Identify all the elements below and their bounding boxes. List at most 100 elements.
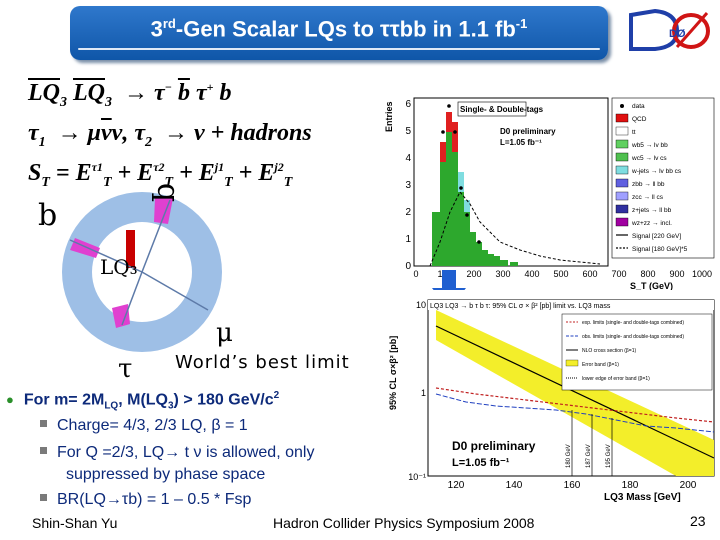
svg-text:2: 2 bbox=[405, 207, 411, 218]
sub-bullet-charge: Charge= 4/3, 2/3 LQ, β = 1 bbox=[40, 417, 248, 435]
svg-text:200: 200 bbox=[466, 269, 481, 279]
svg-text:wc5 → lv cs: wc5 → lv cs bbox=[631, 155, 667, 162]
detector-diagram bbox=[62, 192, 222, 352]
svg-text:120: 120 bbox=[448, 480, 465, 491]
svg-text:600: 600 bbox=[582, 269, 597, 279]
plot1-data-points bbox=[441, 104, 481, 244]
error-band bbox=[436, 310, 714, 476]
plot2-prelim: D0 preliminary bbox=[452, 439, 536, 453]
plot1-legend bbox=[611, 97, 715, 259]
bullet-dot-icon: ● bbox=[6, 392, 14, 408]
equation-lq-decay: LQ3 LQ3 → τ− b τ+ b bbox=[28, 80, 232, 110]
equation-st: ST = Eτ1T + Eτ2T + Ej1T + Ej2T bbox=[28, 160, 293, 190]
svg-text:4: 4 bbox=[405, 153, 411, 164]
svg-text:10: 10 bbox=[416, 300, 426, 310]
banner-underline bbox=[78, 48, 600, 50]
svg-text:tt: tt bbox=[632, 129, 636, 136]
svg-text:wb5 → lv bb: wb5 → lv bb bbox=[631, 142, 668, 149]
svg-text:lower edge of error band (β=1): lower edge of error band (β=1) bbox=[582, 376, 650, 382]
sub-bullet-q23: For Q =2/3, LQ→ t ν is allowed, only bbox=[40, 444, 314, 462]
svg-text:180: 180 bbox=[622, 480, 639, 491]
svg-text:500: 500 bbox=[553, 269, 568, 279]
svg-text:160: 160 bbox=[564, 480, 581, 491]
footer-author: Shin-Shan Yu bbox=[32, 515, 118, 531]
svg-text:6: 6 bbox=[405, 99, 411, 110]
nlo-curve bbox=[435, 325, 715, 459]
svg-text:QCD: QCD bbox=[632, 116, 647, 123]
plot1-xlabel: S_T (GeV) bbox=[630, 281, 673, 291]
svg-text:300: 300 bbox=[495, 269, 510, 279]
svg-text:0: 0 bbox=[413, 269, 418, 279]
svg-text:Signal [180 GeV]*5: Signal [180 GeV]*5 bbox=[632, 246, 688, 253]
svg-text:900: 900 bbox=[669, 269, 684, 279]
svg-text:195 GeV: 195 GeV bbox=[606, 444, 612, 468]
svg-text:zcc → ll cs: zcc → ll cs bbox=[632, 194, 664, 201]
label-q: q bbox=[150, 182, 186, 203]
svg-text:zbb → ll bb: zbb → ll bb bbox=[632, 181, 665, 188]
svg-text:3: 3 bbox=[405, 180, 411, 191]
tau-deposit bbox=[112, 304, 130, 328]
world-best-limit-text: World’s best limit bbox=[175, 352, 350, 373]
svg-text:w-jets → lv bb cs: w-jets → lv bb cs bbox=[631, 168, 682, 175]
label-lq3: LQ₃ bbox=[100, 255, 138, 279]
st-distribution-plot: Entries 0 1 2 3 4 5 6 Single- & Double-t bbox=[380, 92, 716, 292]
label-b: b bbox=[38, 198, 58, 233]
plot1-legend-entries: data QCD tt wb5 → lv bb wc5 → lv cs w-je… bbox=[615, 103, 688, 253]
limit-plot: 95% CL σ×β² [pb] 10 1 10⁻¹ 180 GeV 187 G… bbox=[376, 290, 720, 502]
plot2-ylabel: 95% CL σ×β² [pb] bbox=[388, 336, 398, 410]
svg-text:180 GeV: 180 GeV bbox=[566, 444, 572, 468]
square-bullet-icon bbox=[40, 447, 47, 455]
plot1-prelim: D0 preliminary bbox=[500, 127, 556, 136]
svg-text:800: 800 bbox=[640, 269, 655, 279]
plot2-legend bbox=[561, 313, 713, 391]
svg-text:z+jets → ll bb: z+jets → ll bb bbox=[632, 207, 672, 214]
svg-text:700: 700 bbox=[611, 269, 626, 279]
svg-text:10⁻¹: 10⁻¹ bbox=[408, 472, 426, 482]
svg-text:187 GeV: 187 GeV bbox=[586, 444, 592, 468]
svg-text:140: 140 bbox=[506, 480, 523, 491]
plot2-y-ticks: 10 1 10⁻¹ bbox=[408, 300, 426, 482]
plot2-x-ticks: 120 140 160 180 200 bbox=[448, 480, 697, 491]
svg-text:wz+zz → incl.: wz+zz → incl. bbox=[631, 220, 672, 227]
plot2-title: LQ3 LQ3 → b τ b τ: 95% CL σ × β² [pb] li… bbox=[430, 303, 611, 310]
main-bullet: ● For m= 2MLQ, M(LQ3) > 180 GeV/c2 bbox=[6, 390, 280, 412]
square-bullet-icon bbox=[40, 494, 47, 502]
svg-text:data: data bbox=[632, 103, 645, 110]
svg-text:1: 1 bbox=[405, 234, 411, 245]
plot1-ylabel: Entries bbox=[384, 101, 394, 132]
svg-text:NLO cross section (β=1): NLO cross section (β=1) bbox=[582, 348, 636, 354]
logo-text: DØ bbox=[669, 28, 686, 40]
plot1-lumi: L=1.05 fb⁻¹ bbox=[500, 138, 542, 147]
plot2-legend-entries: exp. limits (single- and double-tags com… bbox=[565, 320, 684, 382]
title-banner bbox=[70, 6, 608, 60]
svg-text:5: 5 bbox=[405, 126, 411, 137]
slide-title: 3rd-Gen Scalar LQs to ττbb in 1.1 fb-1 bbox=[150, 16, 528, 42]
d0-logo: DØ bbox=[629, 8, 710, 51]
sub-bullet-br: BR(LQ→τb) = 1 – 0.5 * Fsp bbox=[40, 491, 251, 509]
plot1-box-title: Single- & Double-tags bbox=[460, 105, 544, 114]
svg-text:Error band (β=1): Error band (β=1) bbox=[582, 362, 619, 368]
lq-red-bar bbox=[126, 230, 135, 268]
label-mu: μ bbox=[216, 318, 233, 348]
svg-text:1000: 1000 bbox=[692, 269, 712, 279]
plot1-y-ticks: 0 1 2 3 4 5 6 bbox=[405, 99, 411, 272]
svg-text:Signal [220 GeV]: Signal [220 GeV] bbox=[632, 233, 681, 240]
svg-text:obs. limits (single- and doubl: obs. limits (single- and double-tags com… bbox=[582, 334, 684, 340]
plot1-histogram bbox=[432, 112, 518, 266]
square-bullet-icon bbox=[40, 420, 47, 428]
expected-limit bbox=[435, 387, 715, 423]
observed-limit bbox=[435, 393, 715, 433]
equation-tau-decay: τ1 → μνν, τ2 → ν + hadrons bbox=[28, 120, 312, 150]
page-number: 23 bbox=[690, 513, 706, 529]
label-tau: τ bbox=[118, 354, 133, 384]
svg-text:400: 400 bbox=[524, 269, 539, 279]
footer-conference: Hadron Collider Physics Symposium 2008 bbox=[273, 515, 535, 531]
plot2-xlabel: LQ3 Mass [GeV] bbox=[604, 492, 681, 502]
sub-bullet-q23-cont: suppressed by phase space bbox=[66, 466, 266, 483]
svg-text:0: 0 bbox=[405, 261, 411, 272]
svg-text:200: 200 bbox=[680, 480, 697, 491]
svg-text:exp. limits (single- and doubl: exp. limits (single- and double-tags com… bbox=[582, 320, 684, 326]
plot2-lumi: L=1.05 fb⁻¹ bbox=[452, 457, 510, 469]
svg-text:1: 1 bbox=[421, 388, 426, 398]
plot2-vline-labels: 180 GeV 187 GeV 195 GeV bbox=[566, 444, 612, 468]
